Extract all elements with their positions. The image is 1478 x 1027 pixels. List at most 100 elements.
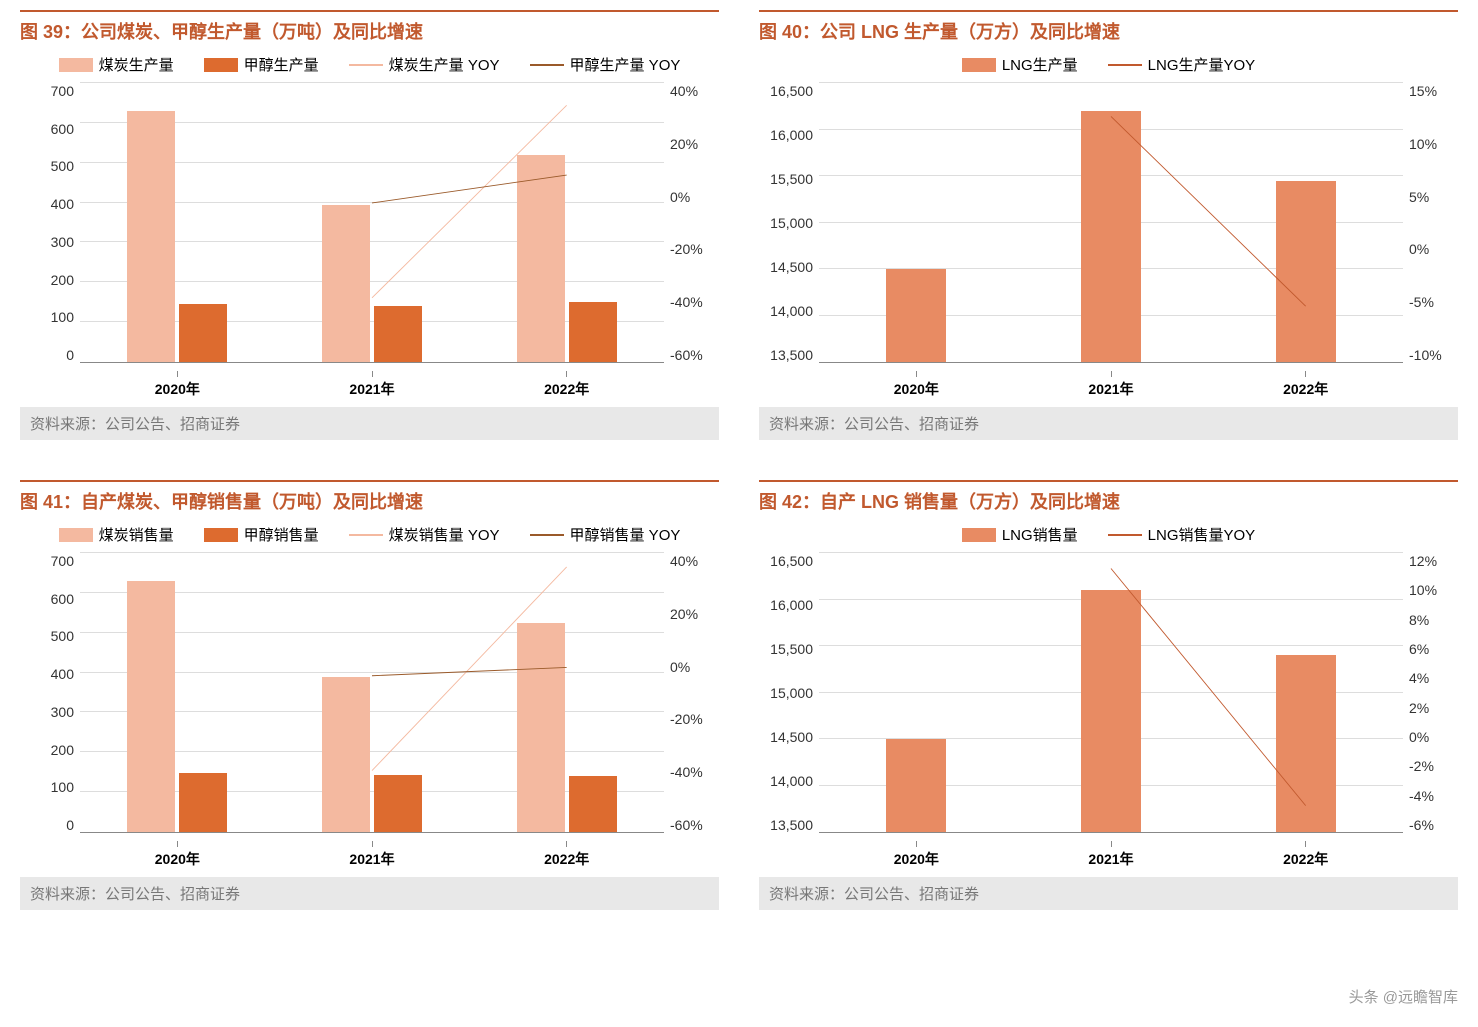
legend-swatch-line — [1108, 64, 1142, 66]
chart-source: 资料来源：公司公告、招商证券 — [20, 877, 719, 910]
chart-legend: LNG销售量LNG销售量YOY — [759, 520, 1458, 553]
legend-item: LNG销售量 — [962, 524, 1078, 545]
legend-swatch-box — [962, 528, 996, 542]
y-tick-label: 5% — [1409, 189, 1429, 205]
y-tick-label: 400 — [51, 666, 74, 682]
watermark: 头条 @远瞻智库 — [1349, 986, 1458, 1007]
y-tick-label: 300 — [51, 234, 74, 250]
x-tick-label: 2022年 — [1208, 363, 1403, 399]
y-tick-label: 14,000 — [770, 303, 813, 319]
plot-area — [80, 83, 664, 363]
lines-layer — [819, 83, 1403, 362]
y-tick-label: -6% — [1409, 817, 1434, 833]
x-tick-label: 2020年 — [819, 833, 1014, 869]
chart-title: 图 42：自产 LNG 销售量（万方）及同比增速 — [759, 492, 1120, 512]
x-tick-label: 2020年 — [819, 363, 1014, 399]
x-tick-label: 2022年 — [1208, 833, 1403, 869]
y-axis-left: 16,50016,00015,50015,00014,50014,00013,5… — [759, 83, 819, 363]
y-tick-label: 15,500 — [770, 171, 813, 187]
x-tick-label: 2021年 — [275, 363, 470, 399]
y-tick-label: 500 — [51, 158, 74, 174]
y-tick-label: 14,500 — [770, 259, 813, 275]
chart-panel-fig41: 图 41：自产煤炭、甲醇销售量（万吨）及同比增速煤炭销售量 甲醇销售量 煤炭销售量 … — [20, 480, 719, 910]
y-tick-label: -5% — [1409, 294, 1434, 310]
x-axis: 2020年2021年2022年 — [20, 363, 719, 399]
chart-legend: 煤炭生产量 甲醇生产量 煤炭生产量 YOY 甲醇生产量 YOY — [20, 50, 719, 83]
y-tick-label: 0% — [1409, 729, 1429, 745]
y-tick-label: 4% — [1409, 670, 1429, 686]
legend-item: LNG生产量 — [962, 54, 1078, 75]
chart-title: 图 39：公司煤炭、甲醇生产量（万吨）及同比增速 — [20, 22, 423, 42]
chart-panel-fig39: 图 39：公司煤炭、甲醇生产量（万吨）及同比增速煤炭生产量 甲醇生产量 煤炭生产量 … — [20, 10, 719, 440]
legend-label: 煤炭生产量 YOY — [389, 54, 500, 75]
y-axis-right: 40%20%0%-20%-40%-60% — [664, 553, 719, 833]
legend-label: 甲醇生产量 — [244, 54, 319, 75]
y-tick-label: 14,500 — [770, 729, 813, 745]
lines-layer — [80, 83, 664, 362]
chart-source: 资料来源：公司公告、招商证券 — [20, 407, 719, 440]
y-tick-label: -4% — [1409, 788, 1434, 804]
y-tick-label: -60% — [670, 347, 703, 363]
y-tick-label: 13,500 — [770, 347, 813, 363]
legend-label: 甲醇生产量 YOY — [570, 54, 681, 75]
y-tick-label: 0% — [670, 659, 690, 675]
y-tick-label: 10% — [1409, 136, 1437, 152]
y-tick-label: 40% — [670, 553, 698, 569]
legend-item: 煤炭销售量 — [59, 524, 174, 545]
legend-swatch-box — [204, 58, 238, 72]
y-axis-right: 15%10%5%0%-5%-10% — [1403, 83, 1458, 363]
chart-title: 图 40：公司 LNG 生产量（万方）及同比增速 — [759, 22, 1120, 42]
y-tick-label: 600 — [51, 121, 74, 137]
x-tick-label: 2022年 — [469, 833, 664, 869]
legend-label: LNG生产量 — [1002, 54, 1078, 75]
legend-label: 甲醇销售量 YOY — [570, 524, 681, 545]
legend-label: LNG生产量YOY — [1148, 54, 1256, 75]
y-tick-label: -20% — [670, 241, 703, 257]
legend-label: 煤炭销售量 YOY — [389, 524, 500, 545]
legend-swatch-line — [349, 534, 383, 536]
chart-panel-fig40: 图 40：公司 LNG 生产量（万方）及同比增速 LNG生产量 LNG生产量YOY 1… — [759, 10, 1458, 440]
legend-item: 煤炭生产量 — [59, 54, 174, 75]
y-axis-left: 16,50016,00015,50015,00014,50014,00013,5… — [759, 553, 819, 833]
plot-area — [80, 553, 664, 833]
chart-title: 图 41：自产煤炭、甲醇销售量（万吨）及同比增速 — [20, 492, 423, 512]
legend-label: LNG销售量 — [1002, 524, 1078, 545]
y-tick-label: 700 — [51, 83, 74, 99]
y-tick-label: 14,000 — [770, 773, 813, 789]
legend-item: 甲醇生产量 — [204, 54, 319, 75]
line-series — [372, 105, 567, 298]
y-tick-label: 100 — [51, 779, 74, 795]
y-tick-label: 15% — [1409, 83, 1437, 99]
legend-item: 煤炭生产量 YOY — [349, 54, 500, 75]
y-tick-label: 16,000 — [770, 127, 813, 143]
chart-source: 资料来源：公司公告、招商证券 — [759, 877, 1458, 910]
y-tick-label: -60% — [670, 817, 703, 833]
y-tick-label: 700 — [51, 553, 74, 569]
legend-label: 煤炭销售量 — [99, 524, 174, 545]
line-series — [1111, 116, 1306, 306]
legend-item: 煤炭销售量 YOY — [349, 524, 500, 545]
legend-swatch-box — [59, 528, 93, 542]
legend-swatch-box — [59, 58, 93, 72]
y-tick-label: 100 — [51, 309, 74, 325]
x-axis: 2020年2021年2022年 — [759, 833, 1458, 869]
y-axis-right: 12%10%8%6%4%2%0%-2%-4%-6% — [1403, 553, 1458, 833]
y-tick-label: 15,500 — [770, 641, 813, 657]
legend-swatch-box — [204, 528, 238, 542]
y-tick-label: 200 — [51, 272, 74, 288]
legend-swatch-line — [530, 534, 564, 536]
line-series — [1111, 569, 1306, 806]
legend-item: 甲醇生产量 YOY — [530, 54, 681, 75]
lines-layer — [819, 553, 1403, 832]
y-axis-left: 7006005004003002001000 — [20, 553, 80, 833]
legend-swatch-line — [349, 64, 383, 66]
y-tick-label: 500 — [51, 628, 74, 644]
y-tick-label: 200 — [51, 742, 74, 758]
y-tick-label: 20% — [670, 606, 698, 622]
chart-legend: 煤炭销售量 甲醇销售量 煤炭销售量 YOY 甲醇销售量 YOY — [20, 520, 719, 553]
legend-item: 甲醇销售量 — [204, 524, 319, 545]
y-tick-label: 40% — [670, 83, 698, 99]
x-tick-label: 2021年 — [275, 833, 470, 869]
y-tick-label: -40% — [670, 764, 703, 780]
y-axis-right: 40%20%0%-20%-40%-60% — [664, 83, 719, 363]
